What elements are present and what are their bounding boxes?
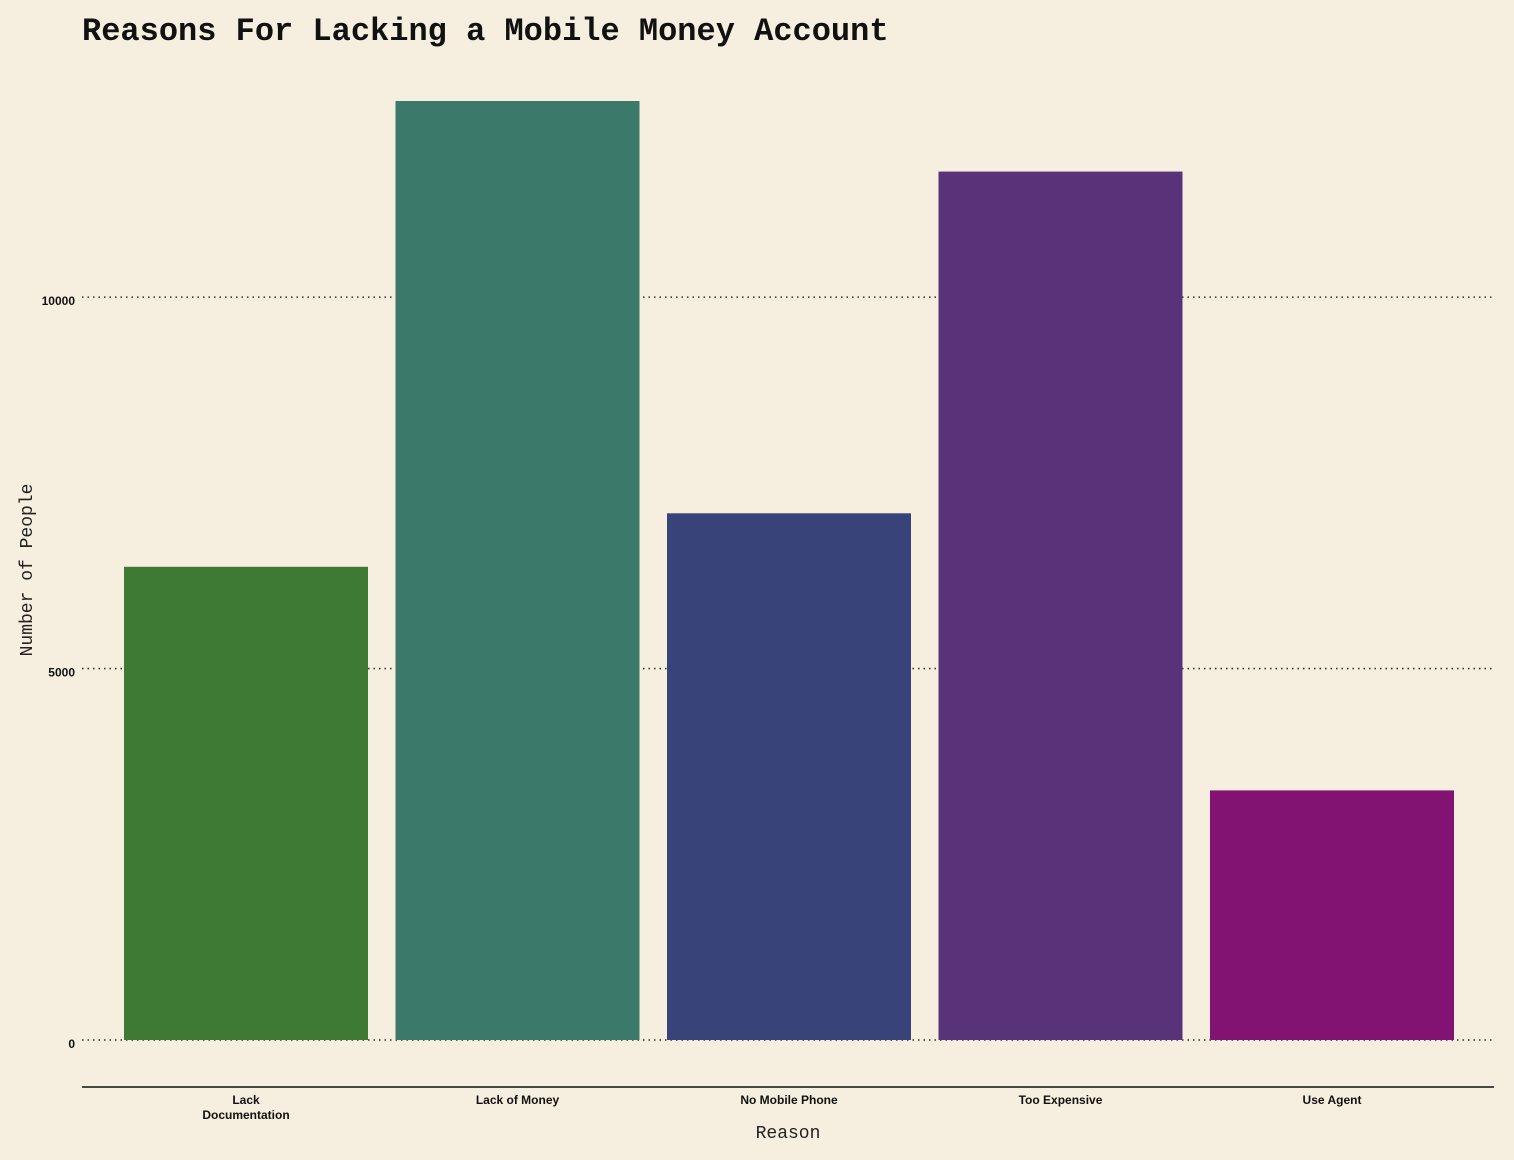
x-tick-label: Lack of Money: [476, 1093, 560, 1107]
chart-title: Reasons For Lacking a Mobile Money Accou…: [82, 13, 889, 50]
y-axis-title: Number of People: [18, 484, 38, 657]
bar: [395, 101, 640, 1040]
bar: [938, 171, 1183, 1040]
y-axis-ticks: 0 5000 10000: [42, 294, 76, 1051]
x-tick-label: No Mobile Phone: [740, 1093, 838, 1107]
x-tick-label: Use Agent: [1303, 1093, 1362, 1107]
y-tick-label: 10000: [42, 294, 76, 308]
x-axis-labels: Lack Documentation Lack of Money No Mobile …: [202, 1093, 1361, 1122]
bars: [124, 101, 1454, 1040]
x-axis-title: Reason: [756, 1124, 821, 1144]
y-tick-label: 0: [68, 1037, 75, 1051]
y-tick-label: 5000: [48, 666, 75, 680]
x-tick-label: Lack Documentation: [202, 1093, 289, 1122]
bar: [667, 513, 911, 1040]
x-tick-label: Too Expensive: [1019, 1093, 1103, 1107]
bar: [124, 566, 368, 1040]
bar: [1210, 790, 1454, 1040]
